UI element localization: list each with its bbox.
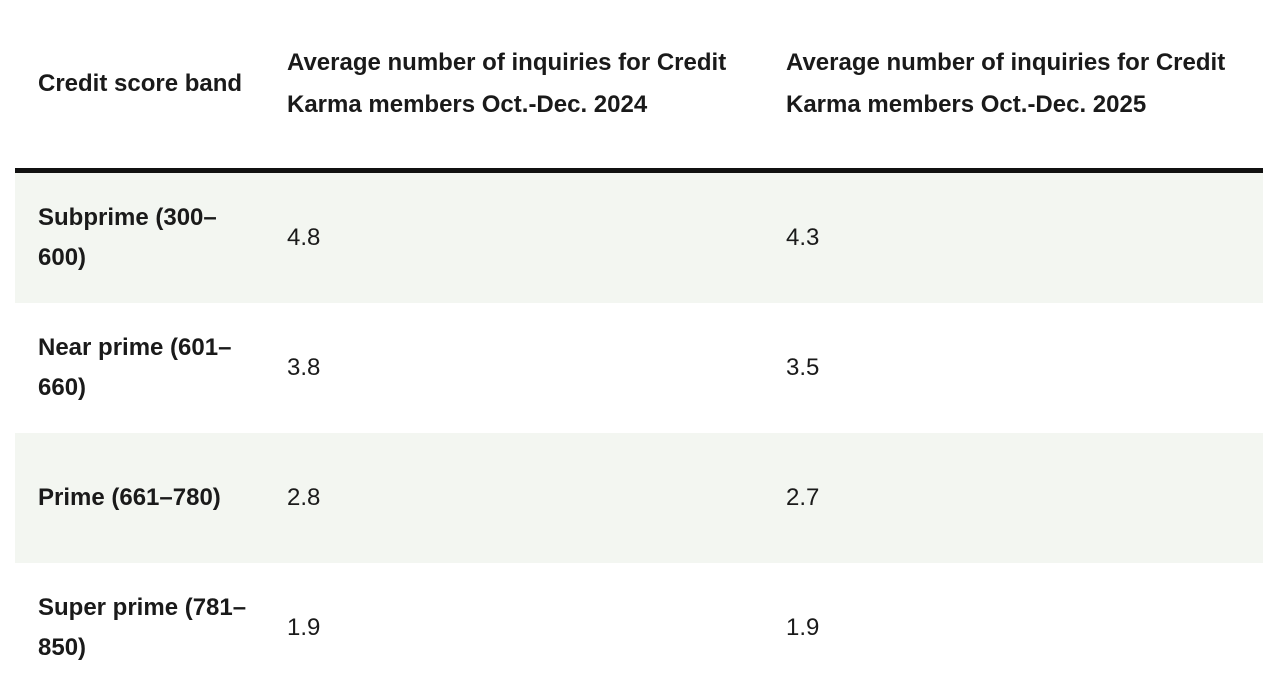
header-row: Credit score band Average number of inqu… <box>15 0 1263 173</box>
value-cell: 3.5 <box>786 354 820 381</box>
row-label: Prime (661–780) <box>38 484 221 511</box>
row-label: Super prime (781–850) <box>38 594 247 661</box>
table-row: Near prime (601–660) 3.8 3.5 <box>15 303 1263 433</box>
value-cell: 2.8 <box>287 484 321 511</box>
table-row: Super prime (781–850) 1.9 1.9 <box>15 563 1263 693</box>
table-row: Prime (661–780) 2.8 2.7 <box>15 433 1263 563</box>
row-label: Subprime (300–600) <box>38 204 217 271</box>
value-cell: 1.9 <box>786 614 820 641</box>
header-cell: Average number of inquiries for Credit K… <box>287 49 727 118</box>
value-cell: 4.8 <box>287 224 321 251</box>
value-cell: 4.3 <box>786 224 820 251</box>
value-cell: 2.7 <box>786 484 820 511</box>
row-label: Near prime (601–660) <box>38 334 232 401</box>
header-cell: Average number of inquiries for Credit K… <box>786 49 1226 118</box>
value-cell: 3.8 <box>287 354 321 381</box>
value-cell: 1.9 <box>287 614 321 641</box>
table-row: Subprime (300–600) 4.8 4.3 <box>15 173 1263 303</box>
table: Credit score band Average number of inqu… <box>15 0 1263 693</box>
header-cell: Credit score band <box>38 70 243 97</box>
